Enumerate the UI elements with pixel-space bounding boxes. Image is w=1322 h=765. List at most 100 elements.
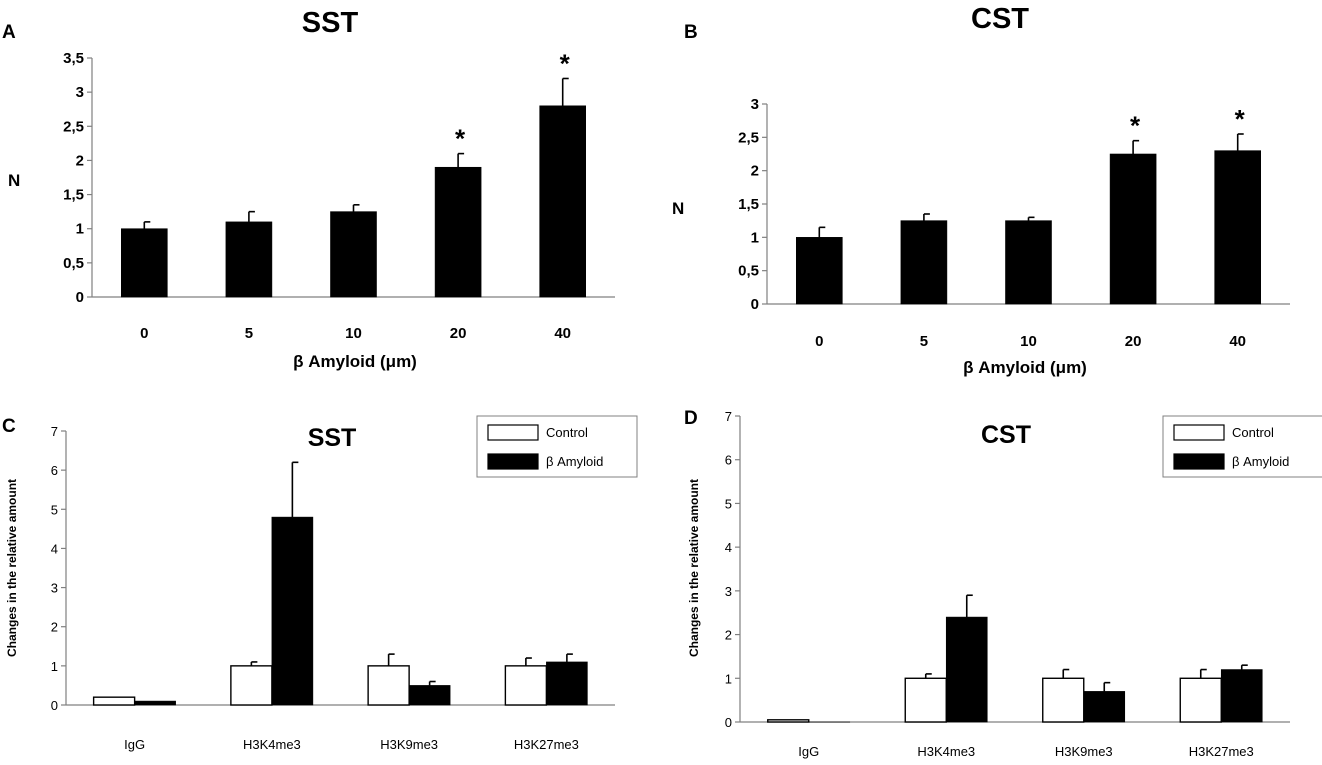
panel-b-x-tick-label: 0 xyxy=(815,333,823,350)
panel-c-y-tick-label: 2 xyxy=(51,620,58,635)
panel-c-legend-label: β Amyloid xyxy=(546,454,603,469)
panel-c-x-tick-label: H3K9me3 xyxy=(380,737,438,752)
panel-d-y-tick-label: 6 xyxy=(725,453,732,468)
panel-a-bar xyxy=(330,211,377,298)
panel-c-bar xyxy=(504,665,548,706)
panel-c-x-tick-label: H3K27me3 xyxy=(514,737,579,752)
panel-a-y-tick-label: 2,5 xyxy=(63,118,84,135)
panel-a-y-tick-label: 3,5 xyxy=(63,50,84,67)
panel-d-bar xyxy=(904,677,947,723)
panel-c-bar xyxy=(546,661,588,706)
panel-a-bar xyxy=(225,221,273,298)
panel-d-bar xyxy=(1179,677,1222,723)
panel-c-y-tick-label: 6 xyxy=(51,463,58,478)
panel-c-bar xyxy=(134,700,176,706)
panel-c-y-tick-label: 7 xyxy=(51,424,58,439)
panel-c-legend-label: Control xyxy=(546,425,588,440)
panel-c-legend-swatch xyxy=(487,424,539,441)
panel-c-x-tick-label: H3K4me3 xyxy=(243,737,301,752)
panel-a-y-tick-label: 1 xyxy=(76,221,84,238)
panel-a-y-tick-label: 3 xyxy=(76,84,84,101)
panel-letter-c: C xyxy=(2,416,16,437)
panel-d-bar xyxy=(945,616,988,723)
panel-a-x-tick-label: 0 xyxy=(140,325,148,342)
panel-b-y-tick-label: 1,5 xyxy=(738,196,759,213)
panel-c-x-tick-label: IgG xyxy=(124,737,145,752)
panel-d-y-tick-label: 1 xyxy=(725,671,732,686)
panel-b-x-tick-label: 10 xyxy=(1020,333,1037,350)
panel-b-bar xyxy=(795,237,843,305)
panel-b-y-tick-label: 2 xyxy=(751,163,759,180)
panel-c-bar xyxy=(271,516,314,706)
panel-b-y-tick-label: 2,5 xyxy=(738,129,759,146)
panel-c-y-tick-label: 5 xyxy=(51,502,58,517)
panel-b-significance-star: * xyxy=(1235,104,1246,134)
panel-d-y-tick-label: 5 xyxy=(725,496,732,511)
panel-d-legend-label: Control xyxy=(1232,425,1274,440)
panel-d-bar xyxy=(1083,691,1126,723)
panel-b-x-tick-label: 5 xyxy=(920,333,928,350)
panel-a-y-tick-label: 1,5 xyxy=(63,187,84,204)
panel-b-chart-title: CST xyxy=(971,3,1029,35)
panel-a-bar xyxy=(121,228,168,298)
panel-b-y-tick-label: 3 xyxy=(751,96,759,113)
panel-d-chart-title: CST xyxy=(981,421,1031,449)
panel-b-x-tick-label: 40 xyxy=(1229,333,1246,350)
panel-c-y-tick-label: 0 xyxy=(51,698,58,713)
panel-c-y-tick-label: 4 xyxy=(51,541,58,556)
panel-d-x-tick-label: IgG xyxy=(798,744,819,759)
panel-b-bar xyxy=(1005,220,1052,305)
panel-d-x-tick-label: H3K9me3 xyxy=(1055,744,1113,759)
panel-a-x-axis-label: β Amyloid (μm) xyxy=(293,352,417,371)
panel-d-y-tick-label: 0 xyxy=(725,715,732,730)
panel-b-x-axis-label: β Amyloid (μm) xyxy=(963,358,1087,377)
panel-b-bar xyxy=(900,220,948,305)
panel-a-bar xyxy=(539,105,587,298)
panel-a-x-tick-label: 10 xyxy=(345,325,362,342)
panel-d-y-tick-label: 3 xyxy=(725,584,732,599)
panel-a-y-tick-label: 2 xyxy=(76,152,84,169)
panel-b-y-tick-label: 0 xyxy=(751,296,759,313)
panel-d-bar xyxy=(1220,669,1263,723)
panel-c-y-tick-label: 3 xyxy=(51,581,58,596)
panel-b-x-tick-label: 20 xyxy=(1125,333,1142,350)
panel-a-y-axis-label: N xyxy=(8,171,20,190)
panel-c-bar xyxy=(408,685,451,706)
panel-d-y-tick-label: 2 xyxy=(725,628,732,643)
panel-a-significance-star: * xyxy=(560,48,571,78)
panel-a-y-tick-label: 0 xyxy=(76,289,84,306)
chart-panel-d: CST 0 1 2 3 4 5 6 7 Changes in the relative amoun… xyxy=(687,409,1322,759)
panel-a-bar xyxy=(434,166,482,298)
panel-b-bar xyxy=(1214,150,1261,305)
panel-c-legend-swatch xyxy=(487,453,539,470)
panel-d-legend-label: β Amyloid xyxy=(1232,454,1289,469)
panel-a-significance-star: * xyxy=(455,124,466,154)
panel-a-x-tick-label: 5 xyxy=(245,325,253,342)
chart-panel-c: SST 0 1 2 3 4 5 6 7 Changes in the relative amoun… xyxy=(5,415,638,752)
panel-d-x-tick-label: H3K4me3 xyxy=(917,744,975,759)
panel-b-y-tick-label: 0,5 xyxy=(738,263,759,280)
panel-b-y-axis-label: N xyxy=(672,199,684,218)
panel-d-x-tick-label: H3K27me3 xyxy=(1189,744,1254,759)
chart-panel-b: CST 0 0,5 1 1,5 2 2,5 3 N 0 5 10 20 * 40 * β Amyloid (μm… xyxy=(672,3,1290,377)
panel-b-significance-star: * xyxy=(1130,111,1141,141)
panel-c-bar xyxy=(230,665,273,706)
panel-c-y-tick-label: 1 xyxy=(51,659,58,674)
panel-d-bar xyxy=(767,719,810,723)
panel-c-y-axis-label: Changes in the relative amount xyxy=(5,479,19,657)
panel-a-y-tick-label: 0,5 xyxy=(63,255,84,272)
chart-panel-a: SST 0 0,5 1 1,5 2 2,5 3 3,5 N 0 5 10 20 * 40 * β Amyloid … xyxy=(8,7,615,371)
panel-a-x-tick-label: 40 xyxy=(554,325,571,342)
panel-letter-a: A xyxy=(2,22,16,43)
panel-letter-b: B xyxy=(684,22,698,43)
panel-d-legend-swatch xyxy=(1173,424,1225,441)
panel-letter-d: D xyxy=(684,408,698,429)
panel-b-bar xyxy=(1109,153,1157,305)
panel-c-bar xyxy=(367,665,410,706)
panel-c-chart-title: SST xyxy=(308,424,357,452)
panel-d-y-tick-label: 7 xyxy=(725,409,732,424)
panel-d-legend-swatch xyxy=(1173,453,1225,470)
panel-a-x-tick-label: 20 xyxy=(450,325,467,342)
panel-d-y-axis-label: Changes in the relative amount xyxy=(687,479,701,657)
